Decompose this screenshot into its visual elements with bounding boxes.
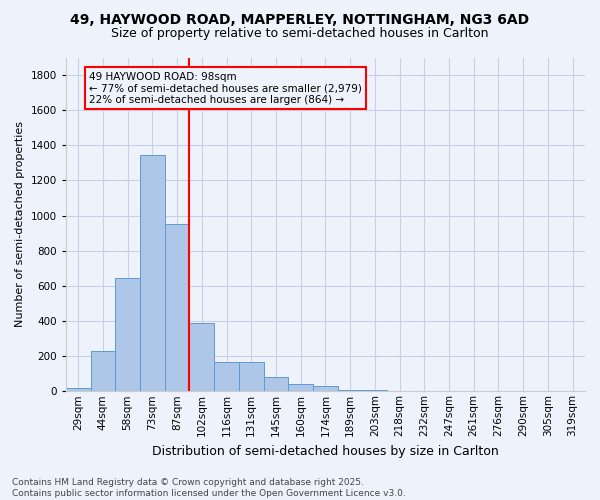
X-axis label: Distribution of semi-detached houses by size in Carlton: Distribution of semi-detached houses by … bbox=[152, 444, 499, 458]
Text: 49 HAYWOOD ROAD: 98sqm
← 77% of semi-detached houses are smaller (2,979)
22% of : 49 HAYWOOD ROAD: 98sqm ← 77% of semi-det… bbox=[89, 72, 362, 105]
Text: 49, HAYWOOD ROAD, MAPPERLEY, NOTTINGHAM, NG3 6AD: 49, HAYWOOD ROAD, MAPPERLEY, NOTTINGHAM,… bbox=[70, 12, 530, 26]
Bar bbox=[140, 155, 165, 392]
Bar bbox=[338, 390, 362, 392]
Bar bbox=[115, 278, 140, 392]
Bar bbox=[66, 388, 91, 392]
Bar bbox=[289, 384, 313, 392]
Bar bbox=[362, 390, 387, 392]
Bar bbox=[190, 323, 214, 392]
Bar bbox=[313, 386, 338, 392]
Bar bbox=[165, 224, 190, 392]
Text: Contains HM Land Registry data © Crown copyright and database right 2025.
Contai: Contains HM Land Registry data © Crown c… bbox=[12, 478, 406, 498]
Y-axis label: Number of semi-detached properties: Number of semi-detached properties bbox=[15, 122, 25, 328]
Bar bbox=[214, 362, 239, 392]
Text: Size of property relative to semi-detached houses in Carlton: Size of property relative to semi-detach… bbox=[111, 28, 489, 40]
Bar bbox=[239, 362, 263, 392]
Bar bbox=[263, 377, 289, 392]
Bar bbox=[91, 351, 115, 392]
